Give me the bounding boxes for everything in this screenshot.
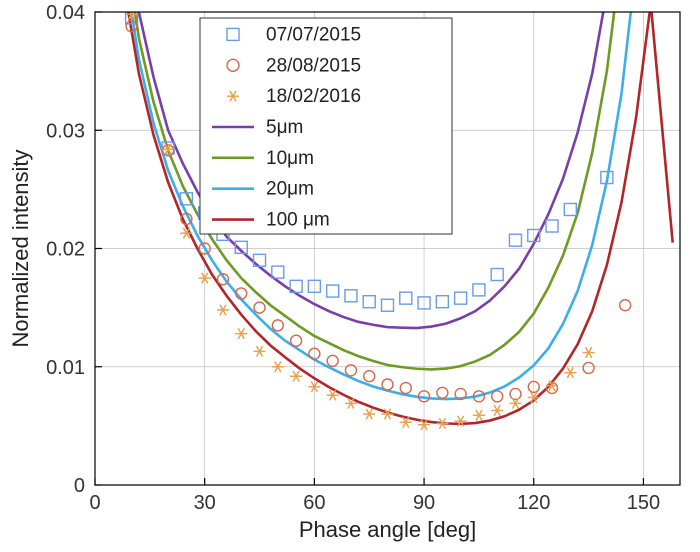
legend-label: 5μm xyxy=(266,117,303,138)
xtick-label: 60 xyxy=(303,492,325,514)
legend-label: 100 μm xyxy=(266,210,330,231)
ytick-label: 0.03 xyxy=(46,120,85,142)
ytick-label: 0.01 xyxy=(46,357,85,379)
legend-label: 10μm xyxy=(266,148,314,169)
xtick-label: 30 xyxy=(194,492,216,514)
xtick-label: 0 xyxy=(89,492,100,514)
legend-label: 28/08/2015 xyxy=(266,55,361,76)
x-axis-label: Phase angle [deg] xyxy=(299,517,476,542)
chart-svg: 0 30 60 90 120 150 0 0.01 0.02 0.03 0.04 Phase angl… xyxy=(0,0,700,552)
phase-angle-intensity-chart: 0 30 60 90 120 150 0 0.01 0.02 0.03 0.04 Phase angl… xyxy=(0,0,700,552)
xtick-label: 120 xyxy=(517,492,550,514)
legend-label: 20μm xyxy=(266,179,314,200)
legend: 07/07/2015 28/08/2015 18/02/2016 5μm 10μm 20μ… xyxy=(200,18,452,234)
y-axis-label: Normalized intensity xyxy=(8,149,33,347)
ytick-label: 0 xyxy=(74,475,85,497)
legend-label: 18/02/2016 xyxy=(266,86,361,107)
ytick-label: 0.02 xyxy=(46,239,85,261)
xtick-label: 150 xyxy=(627,492,660,514)
ytick-label: 0.04 xyxy=(46,2,85,24)
legend-label: 07/07/2015 xyxy=(266,24,361,45)
xtick-label: 90 xyxy=(413,492,435,514)
